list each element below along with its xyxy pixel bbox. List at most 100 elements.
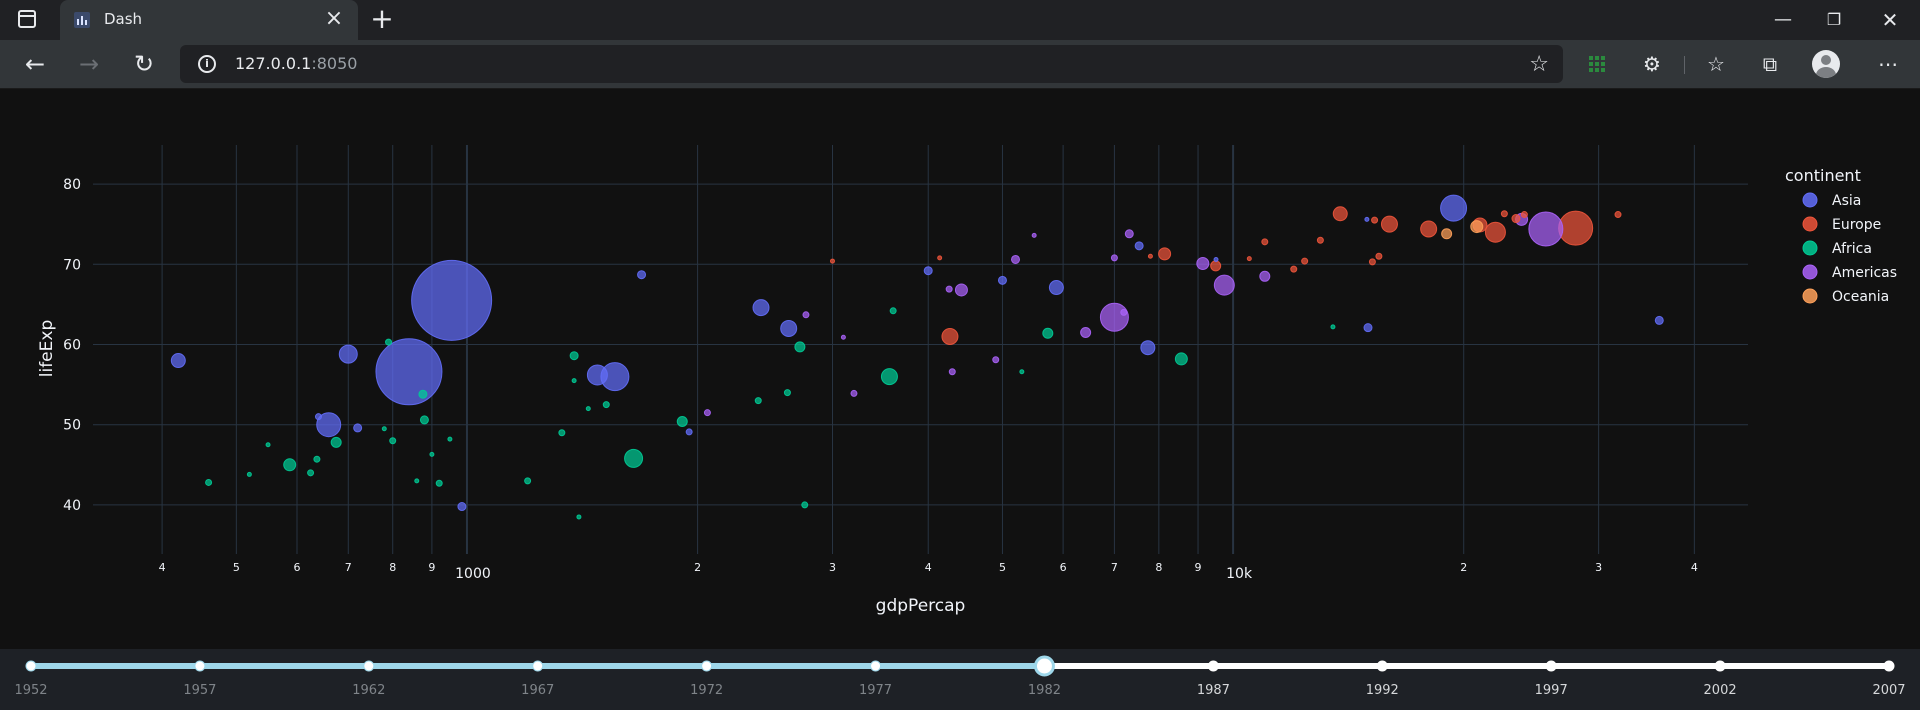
bubble-africa (307, 469, 315, 477)
slider-mark-label[interactable]: 1967 (521, 683, 554, 698)
bubble-europe (1520, 211, 1528, 219)
bubble-africa (585, 406, 591, 412)
favorite-add-icon[interactable]: ☆ (1529, 52, 1549, 77)
bubble-asia (375, 338, 443, 406)
slider-dot[interactable] (532, 660, 544, 672)
slider-mark-label[interactable]: 1962 (352, 683, 385, 698)
slider-mark-label[interactable]: 1992 (1366, 683, 1399, 698)
x-minor-tick-label: 3 (829, 561, 836, 574)
bubble-europe (1420, 220, 1438, 238)
slider-dot[interactable] (1207, 660, 1219, 672)
dash-favicon (74, 12, 90, 28)
bubble-asia (923, 266, 933, 276)
bubble-americas (1196, 256, 1210, 270)
url-text: 127.0.0.1:8050 (235, 54, 357, 73)
legend-item-oceania: Oceania (1832, 289, 1889, 305)
bubble-africa (414, 478, 420, 484)
bubble-africa (265, 442, 271, 448)
slider-mark-label[interactable]: 1982 (1028, 683, 1061, 698)
year-slider[interactable]: 1952 1957 1962 1967 1972 1977 1982 1987 1992 1997… (0, 649, 1920, 710)
bubble-asia (637, 270, 647, 280)
puzzle-icon[interactable]: ⚙ (1643, 52, 1661, 76)
slider-mark-label[interactable]: 1957 (183, 683, 216, 698)
back-icon[interactable]: ← (24, 50, 46, 78)
bubble-africa (205, 478, 213, 486)
slider-handle[interactable] (1033, 655, 1055, 677)
bubble-oceania (1441, 228, 1453, 240)
profile-icon[interactable] (1812, 50, 1840, 78)
x-minor-tick-label: 3 (1595, 561, 1602, 574)
collections-icon[interactable]: ⧉ (1762, 52, 1778, 76)
slider-mark-label[interactable]: 1952 (14, 683, 47, 698)
bubble-asia (997, 275, 1007, 285)
bubble-europe (1261, 238, 1269, 246)
bubble-europe (1316, 236, 1324, 244)
more-icon[interactable]: ⋯ (1878, 52, 1898, 76)
bubble-americas (1213, 274, 1235, 296)
x-minor-tick-label: 9 (1195, 561, 1202, 574)
x-minor-tick-label: 9 (428, 561, 435, 574)
bubble-americas (1031, 232, 1037, 238)
slider-mark-label[interactable]: 2007 (1872, 683, 1905, 698)
bubble-africa (602, 401, 610, 409)
slider-dot[interactable] (1376, 660, 1388, 672)
slider-dot[interactable] (25, 660, 37, 672)
slider-mark-label[interactable]: 1997 (1535, 683, 1568, 698)
bubble-africa (385, 338, 393, 346)
x-minor-tick-label: 8 (1155, 561, 1162, 574)
slider-mark-label[interactable]: 1972 (690, 683, 723, 698)
legend-marker (1802, 192, 1818, 208)
bubble-asia (685, 428, 693, 436)
bubble-africa (1042, 327, 1054, 339)
slider-mark-label[interactable]: 1977 (859, 683, 892, 698)
bubble-africa (1174, 352, 1188, 366)
bubble-asia (338, 344, 358, 364)
slider-dot[interactable] (1714, 660, 1726, 672)
bubble-asia (1364, 216, 1370, 222)
slider-dot[interactable] (363, 660, 375, 672)
x-minor-tick-label: 6 (1060, 561, 1067, 574)
slider-mark-label[interactable]: 2002 (1704, 683, 1737, 698)
x-minor-tick-label: 7 (345, 561, 352, 574)
bubble-africa (313, 455, 321, 463)
slider-mark-label[interactable]: 1987 (1197, 683, 1230, 698)
bubble-europe (1210, 260, 1222, 272)
close-icon[interactable]: × (324, 6, 344, 31)
bubble-asia (1048, 280, 1064, 296)
legend-item-africa: Africa (1832, 241, 1872, 257)
forward-icon[interactable]: → (78, 50, 100, 78)
bubble-africa (801, 501, 809, 509)
legend-marker (1802, 288, 1818, 304)
x-minor-tick-label: 8 (389, 561, 396, 574)
url-field[interactable]: i 127.0.0.1:8050 ☆ (180, 45, 1563, 83)
bubble-americas (945, 285, 953, 293)
minimize-icon[interactable]: — (1774, 9, 1792, 30)
extension-grid-icon[interactable] (1589, 56, 1605, 72)
favorites-icon[interactable]: ☆ (1707, 52, 1725, 76)
legend-title: continent (1785, 166, 1861, 185)
window-close-icon[interactable]: ✕ (1881, 8, 1899, 32)
bubble-americas (1259, 270, 1271, 282)
slider-dot[interactable] (701, 660, 713, 672)
bubble-asia (586, 364, 608, 386)
bubble-africa (880, 368, 898, 386)
slider-dot[interactable] (1545, 660, 1557, 672)
plus-icon[interactable]: + (370, 2, 394, 35)
info-icon[interactable]: i (198, 55, 216, 73)
bubble-africa (889, 307, 897, 315)
bubble-africa (794, 341, 806, 353)
x-minor-tick-label: 6 (293, 561, 300, 574)
y-tick-label: 60 (63, 337, 81, 353)
active-tab[interactable]: Dash × (60, 0, 358, 40)
slider-dot[interactable] (1883, 660, 1895, 672)
bubble-africa (418, 389, 428, 399)
bubble-africa (435, 479, 443, 487)
tab-strip-icon[interactable] (18, 10, 36, 28)
tab-title: Dash (104, 10, 143, 28)
reload-icon[interactable]: ↻ (133, 50, 155, 78)
slider-dot[interactable] (194, 660, 206, 672)
restore-icon[interactable]: ❐ (1826, 10, 1842, 29)
slider-dot[interactable] (870, 660, 882, 672)
bubble-europe (941, 327, 959, 345)
bubble-americas (1011, 254, 1021, 264)
